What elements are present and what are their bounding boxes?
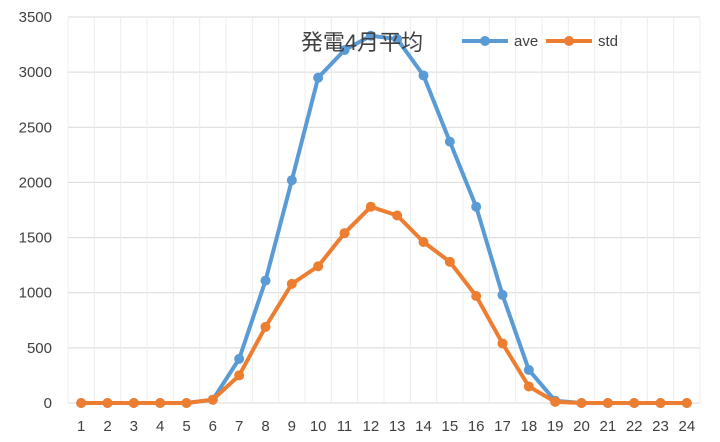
x-tick-label: 8	[261, 418, 269, 435]
data-point-ave	[339, 45, 350, 56]
data-point-ave	[523, 364, 534, 375]
data-point-std	[655, 398, 666, 408]
data-point-std	[181, 398, 192, 408]
data-point-ave	[313, 72, 324, 83]
data-point-std	[76, 398, 87, 408]
data-point-std	[471, 291, 482, 302]
x-tick-label: 3	[130, 418, 138, 435]
legend-marker-ave	[480, 36, 490, 46]
x-tick-label: 11	[337, 418, 353, 435]
y-tick-label: 1000	[19, 285, 52, 302]
x-tick-label: 7	[235, 418, 243, 435]
data-point-std	[102, 398, 113, 408]
data-point-ave	[444, 136, 455, 147]
x-tick-label: 21	[599, 418, 616, 435]
y-tick-label: 2500	[19, 119, 52, 136]
x-tick-label: 18	[520, 418, 537, 435]
legend: ave std	[462, 33, 618, 50]
y-tick-label: 2000	[19, 174, 52, 191]
y-tick-label: 0	[44, 395, 52, 412]
data-point-std	[365, 201, 376, 212]
data-point-std	[497, 338, 508, 349]
x-tick-label: 2	[103, 418, 111, 435]
x-axis-ticks: 1 2 3 4 5 6 7 8 9 10 11 12 13 14 15 16 17 18 19 20 21 22 23 24	[77, 418, 695, 435]
data-point-std	[629, 398, 640, 408]
x-tick-label: 4	[156, 418, 164, 435]
x-tick-label: 15	[441, 418, 458, 435]
data-point-ave	[234, 353, 245, 364]
data-point-std	[155, 398, 166, 408]
data-point-std	[339, 228, 350, 239]
data-point-std	[207, 394, 218, 405]
y-axis-ticks: 0 500 1000 1500 2000 2500 3000 3500	[19, 9, 52, 412]
x-tick-label: 1	[77, 418, 85, 435]
legend-label-ave: ave	[514, 33, 538, 50]
data-point-std	[418, 236, 429, 247]
x-tick-label: 13	[389, 418, 406, 435]
x-tick-label: 17	[494, 418, 511, 435]
chart-title: 発電4月平均	[301, 30, 423, 55]
data-point-std	[444, 256, 455, 267]
y-tick-label: 500	[27, 340, 52, 357]
x-tick-label: 24	[678, 418, 695, 435]
series-group	[76, 30, 692, 408]
data-point-ave	[260, 275, 271, 286]
data-point-std	[313, 261, 324, 272]
data-point-std	[550, 396, 561, 407]
data-point-ave	[365, 30, 376, 41]
x-tick-label: 6	[209, 418, 217, 435]
x-tick-label: 23	[652, 418, 669, 435]
data-point-std	[681, 398, 692, 408]
x-tick-label: 16	[468, 418, 485, 435]
x-tick-label: 12	[362, 418, 379, 435]
x-tick-label: 20	[573, 418, 590, 435]
data-point-ave	[471, 201, 482, 212]
data-point-std	[392, 210, 403, 221]
grid-lines	[67, 16, 701, 404]
legend-marker-std	[564, 36, 574, 46]
data-point-ave	[497, 289, 508, 300]
data-point-std	[602, 398, 613, 408]
data-point-std	[576, 398, 587, 408]
legend-label-std: std	[598, 33, 618, 50]
data-point-ave	[392, 34, 403, 45]
data-point-std	[260, 321, 271, 332]
data-point-std	[286, 278, 297, 289]
data-point-std	[523, 381, 534, 392]
data-point-std	[128, 398, 139, 408]
y-tick-label: 1500	[19, 230, 52, 247]
y-tick-label: 3500	[19, 9, 52, 26]
x-tick-label: 10	[310, 418, 327, 435]
data-point-ave	[418, 70, 429, 81]
x-tick-label: 22	[626, 418, 643, 435]
x-tick-label: 5	[182, 418, 190, 435]
x-tick-label: 14	[415, 418, 432, 435]
x-tick-label: 19	[547, 418, 564, 435]
data-point-ave	[286, 175, 297, 186]
data-point-std	[234, 370, 245, 381]
x-tick-label: 9	[288, 418, 296, 435]
y-tick-label: 3000	[19, 64, 52, 81]
